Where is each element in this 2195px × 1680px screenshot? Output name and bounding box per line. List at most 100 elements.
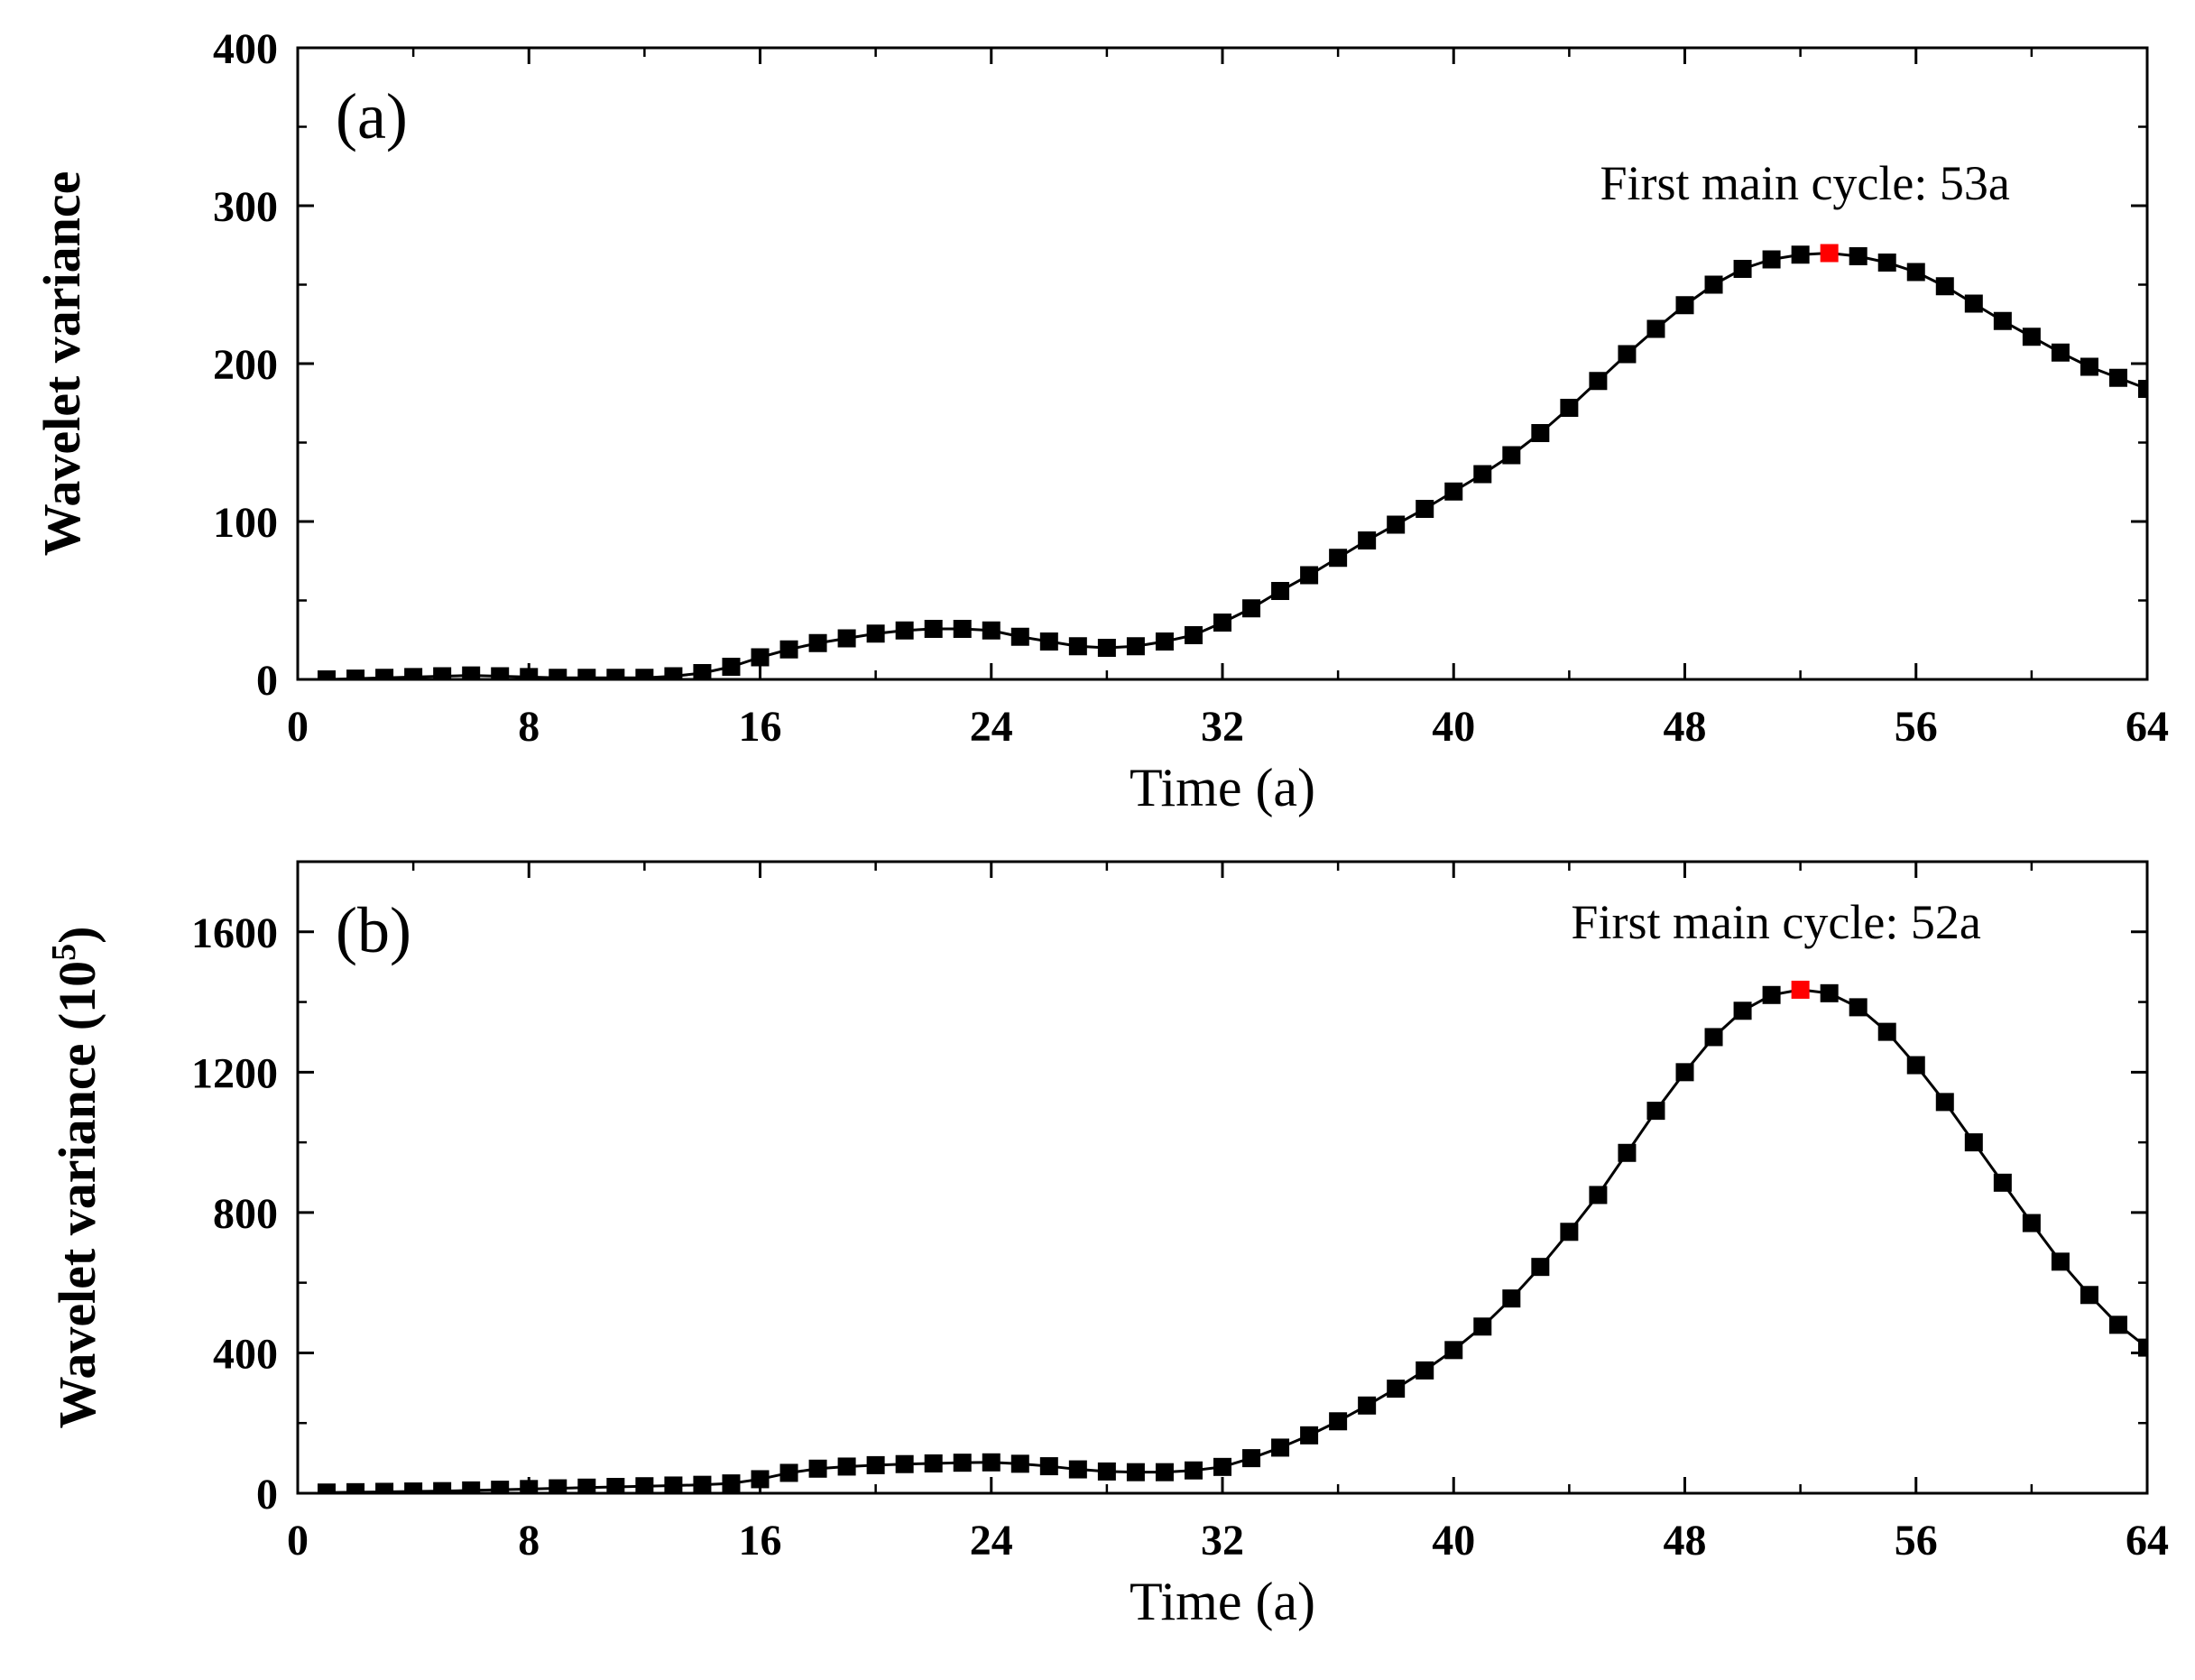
data-point: [606, 669, 625, 679]
data-point: [404, 1482, 423, 1493]
data-point: [520, 1480, 539, 1493]
data-point: [2080, 357, 2098, 376]
data-point: [866, 1455, 885, 1474]
data-point: [1010, 627, 1029, 646]
data-point: [1126, 1463, 1145, 1482]
data-point: [1675, 1063, 1694, 1082]
x-tick-label: 56: [1895, 1517, 1938, 1565]
data-point: [1762, 985, 1781, 1004]
data-point: [346, 669, 365, 679]
y-axis-label-main: Wavelet variance: [32, 171, 91, 557]
x-tick-label: 48: [1664, 703, 1707, 751]
x-tick-label: 32: [1201, 703, 1244, 751]
data-point: [2051, 343, 2070, 362]
data-point: [1820, 983, 1839, 1002]
plot-frame: [296, 860, 2149, 1495]
data-point: [1213, 614, 1231, 632]
series-line: [327, 988, 2147, 1493]
y-tick-label: 0: [256, 1471, 278, 1518]
y-tick-label: 400: [213, 1330, 278, 1378]
data-point: [1242, 599, 1261, 618]
x-tick-label: 64: [2126, 703, 2169, 751]
x-axis-label: Time (a): [1130, 1572, 1315, 1631]
series-markers: [318, 244, 2147, 679]
data-point: [1126, 637, 1145, 656]
data-point: [1618, 345, 1637, 364]
y-tick-label: 1200: [191, 1049, 278, 1097]
annotation: First main cycle: 52a: [1571, 895, 1980, 949]
data-point: [577, 669, 596, 679]
data-point: [375, 1482, 394, 1493]
data-point: [982, 621, 1001, 640]
data-point: [1271, 582, 1290, 600]
highlight-point: [1791, 980, 1810, 999]
data-point: [318, 1483, 337, 1493]
data-point: [1993, 311, 2012, 330]
data-point: [1646, 1102, 1665, 1121]
y-tick-label: 1600: [191, 909, 278, 957]
x-tick-label: 64: [2126, 1517, 2169, 1565]
data-point: [433, 1482, 452, 1493]
data-point: [1444, 1341, 1463, 1360]
data-point: [808, 633, 827, 652]
data-point: [577, 1478, 596, 1493]
data-point: [2108, 1315, 2127, 1334]
data-point: [1213, 1457, 1231, 1476]
data-point: [1646, 319, 1665, 338]
x-tick-label: 8: [518, 1517, 540, 1565]
data-point: [1155, 632, 1174, 651]
data-point: [664, 1476, 683, 1493]
highlight-point: [1820, 244, 1839, 263]
data-point: [1155, 1463, 1174, 1482]
data-point: [635, 1477, 654, 1493]
data-point: [722, 1474, 741, 1493]
data-point: [1387, 1380, 1406, 1398]
data-point: [1358, 1396, 1377, 1415]
x-tick-label: 40: [1432, 1517, 1475, 1565]
data-point: [1010, 1454, 1029, 1473]
data-point: [1271, 1438, 1290, 1457]
data-point: [1906, 263, 1925, 282]
x-tick-label: 48: [1664, 1517, 1707, 1565]
data-point: [779, 640, 798, 659]
y-axis-label: Wavelet variance (105): [45, 927, 106, 1429]
data-point: [1791, 245, 1810, 264]
data-point: [1184, 1461, 1203, 1480]
y-axis-label: Wavelet variance: [32, 171, 91, 557]
panel-label: (a): [336, 80, 408, 152]
data-point: [664, 667, 683, 679]
data-point: [693, 1475, 712, 1493]
data-point: [722, 658, 741, 676]
y-tick-label: 800: [213, 1190, 278, 1238]
data-point: [491, 1481, 510, 1493]
series-markers: [318, 980, 2147, 1493]
y-tick-label: 100: [213, 499, 278, 547]
data-point: [2138, 1338, 2147, 1357]
data-point: [895, 1454, 914, 1473]
data-point: [1560, 399, 1579, 417]
series-line: [326, 251, 2147, 679]
data-point: [462, 666, 481, 679]
y-tick-label: 0: [256, 657, 278, 705]
data-point: [1935, 1093, 1954, 1112]
x-tick-label: 24: [970, 703, 1013, 751]
data-point: [1242, 1449, 1261, 1468]
data-point: [1762, 250, 1781, 269]
data-point: [1531, 1258, 1550, 1277]
data-point: [1416, 500, 1434, 518]
data-point: [404, 668, 423, 679]
data-point: [1704, 1028, 1723, 1047]
data-point: [1329, 1412, 1348, 1431]
data-point: [895, 621, 914, 640]
data-point: [433, 667, 452, 679]
data-point: [1416, 1361, 1434, 1380]
data-point: [1531, 424, 1550, 442]
data-point: [1097, 639, 1116, 657]
y-axis-label-main: Wavelet variance (10: [48, 961, 106, 1429]
x-tick-label: 8: [518, 703, 540, 751]
x-tick-label: 56: [1895, 703, 1938, 751]
data-point: [693, 664, 712, 679]
data-point: [462, 1481, 481, 1493]
plot-frame: [296, 46, 2149, 681]
